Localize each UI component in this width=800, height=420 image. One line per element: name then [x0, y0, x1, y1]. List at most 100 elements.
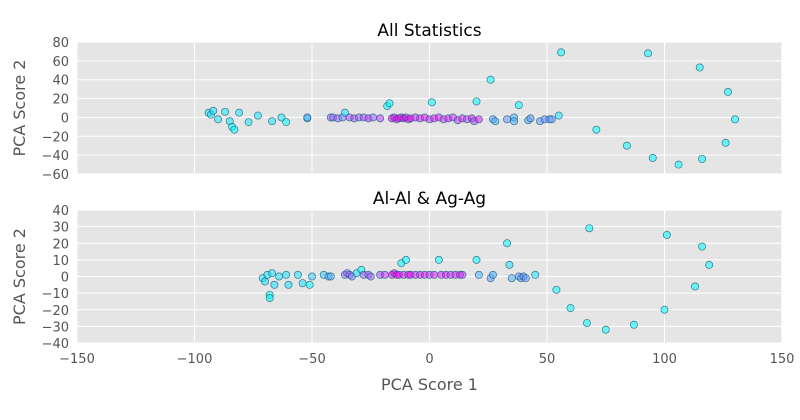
scatter-point — [731, 115, 739, 124]
x-tick-label: −150 — [59, 352, 95, 367]
scatter-point — [698, 242, 707, 251]
scatter-point — [298, 279, 307, 288]
scatter-point — [698, 154, 707, 163]
y-tick-label: 20 — [52, 93, 69, 108]
y-tick-label: 40 — [52, 204, 69, 219]
scatter-point — [724, 88, 732, 96]
scatter-point — [662, 230, 671, 239]
x-tick-label: −100 — [177, 352, 213, 367]
scatter-point — [340, 108, 349, 117]
scatter-point — [366, 272, 375, 281]
scatter-point — [510, 117, 519, 126]
bottom-y-axis-label: PCA Score 2 — [10, 228, 29, 325]
scatter-point — [380, 270, 389, 279]
y-tick-label: 20 — [52, 237, 69, 252]
y-tick-label: −20 — [42, 130, 69, 145]
scatter-point — [660, 305, 669, 314]
scatter-point — [622, 141, 631, 150]
scatter-point — [458, 270, 467, 279]
x-tick-label: 0 — [425, 352, 433, 367]
x-tick-label: −50 — [298, 352, 325, 367]
scatter-point — [486, 75, 495, 84]
scatter-point — [385, 99, 394, 108]
scatter-point — [514, 101, 523, 110]
scatter-point — [601, 325, 610, 334]
scatter-point — [585, 224, 594, 233]
x-tick-label: 50 — [539, 352, 556, 367]
scatter-point — [303, 113, 312, 122]
scatter-point — [695, 63, 704, 72]
scatter-point — [674, 160, 683, 169]
top-y-tick-labels: −60 −40 −20 0 20 40 60 80 — [42, 36, 69, 183]
scatter-point — [566, 304, 575, 313]
x-axis-label: PCA Score 1 — [381, 375, 478, 394]
top-scatter-points — [204, 48, 739, 169]
scatter-point — [282, 118, 291, 127]
scatter-point — [503, 115, 511, 124]
scatter-point — [552, 285, 561, 294]
y-tick-label: −10 — [42, 287, 69, 302]
scatter-point — [427, 98, 436, 107]
scatter-point — [305, 280, 314, 289]
scatter-point — [277, 113, 286, 122]
scatter-point — [244, 118, 253, 127]
scatter-point — [705, 260, 714, 269]
y-tick-label: 60 — [52, 55, 69, 70]
y-tick-label: 0 — [61, 111, 69, 126]
scatter-point — [230, 125, 239, 134]
scatter-point — [630, 320, 638, 329]
scatter-point — [474, 270, 483, 279]
scatter-point — [434, 255, 443, 264]
y-tick-label: 0 — [61, 271, 69, 286]
y-tick-label: 40 — [52, 74, 69, 89]
scatter-point — [235, 108, 244, 117]
x-tick-label: 100 — [652, 352, 677, 367]
scatter-point — [402, 255, 410, 264]
scatter-point — [503, 239, 511, 248]
scatter-point — [491, 117, 500, 126]
scatter-point — [583, 319, 591, 327]
scatter-point — [214, 115, 222, 124]
scatter-point — [268, 269, 276, 278]
scatter-point — [644, 49, 653, 58]
y-tick-label: −20 — [42, 304, 69, 319]
bottom-gridlines — [76, 209, 783, 344]
scatter-point — [254, 111, 262, 120]
bottom-chart-title: Al-Al & Ag-Ag — [373, 189, 486, 209]
scatter-point — [369, 113, 378, 122]
y-tick-label: 80 — [52, 36, 69, 51]
top-y-axis-label: PCA Score 2 — [10, 60, 29, 157]
scatter-point — [221, 107, 229, 116]
scatter-point — [270, 280, 279, 289]
scatter-point — [293, 270, 302, 279]
scatter-point — [209, 106, 218, 115]
bottom-scatter-points — [258, 224, 714, 334]
scatter-point — [521, 274, 530, 283]
scatter-point — [557, 48, 566, 57]
scatter-point — [472, 97, 481, 106]
scatter-point — [648, 154, 657, 162]
scatter-point — [326, 272, 335, 281]
y-tick-label: −40 — [42, 337, 69, 352]
scatter-point — [265, 294, 274, 303]
scatter-point — [691, 282, 700, 291]
scatter-point — [507, 274, 516, 283]
scatter-point — [721, 138, 730, 147]
top-scatter-panel: −60 −40 −20 0 20 40 60 80 All Statistics PCA Sc… — [10, 21, 783, 183]
y-tick-label: −60 — [42, 168, 69, 183]
scatter-point — [592, 125, 601, 134]
scatter-point — [472, 255, 481, 264]
scatter-point — [554, 111, 563, 120]
scatter-point — [547, 115, 556, 124]
scatter-point — [282, 270, 291, 279]
scatter-point — [261, 277, 269, 286]
scatter-point — [284, 280, 293, 289]
y-tick-label: 30 — [52, 221, 69, 236]
scatter-point — [268, 117, 276, 126]
scatter-point — [430, 270, 439, 279]
x-tick-label: 150 — [770, 352, 795, 367]
y-tick-label: −30 — [42, 320, 69, 335]
y-tick-label: −40 — [42, 149, 69, 164]
